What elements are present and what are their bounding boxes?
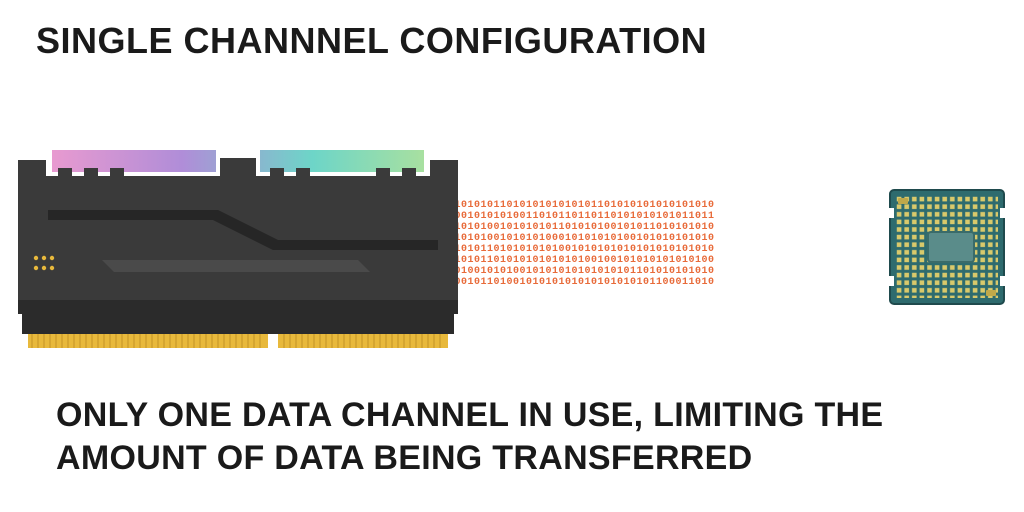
cpu-chip-icon bbox=[888, 188, 1006, 306]
binary-row: 1001010101001101011011011010101010101101… bbox=[448, 211, 888, 222]
ram-module-icon bbox=[18, 150, 458, 350]
binary-row: 0101011010101010100101010101010101010101… bbox=[448, 244, 888, 255]
caption-text: ONLY ONE DATA CHANNEL IN USE, LIMITING T… bbox=[56, 394, 994, 479]
page-title: SINGLE CHANNNEL CONFIGURATION bbox=[36, 20, 707, 62]
diagram-stage: 0101010110101010101010110101010101010101… bbox=[18, 150, 1006, 350]
binary-row: 0001011010010101010101010101010110001101… bbox=[448, 277, 888, 288]
binary-row: 0101010110101010101010110101010101010101… bbox=[448, 200, 888, 211]
binary-row: 0101011010101010101010010010101010101010… bbox=[448, 255, 888, 266]
binary-row: 0101010010101010001010101010010101010101… bbox=[448, 233, 888, 244]
binary-row: 0101010010101010110101010010101101010101… bbox=[448, 222, 888, 233]
data-channel-stream: 0101010110101010101010110101010101010101… bbox=[448, 200, 888, 288]
binary-row: 0010010101001010101010101010110101010101… bbox=[448, 266, 888, 277]
